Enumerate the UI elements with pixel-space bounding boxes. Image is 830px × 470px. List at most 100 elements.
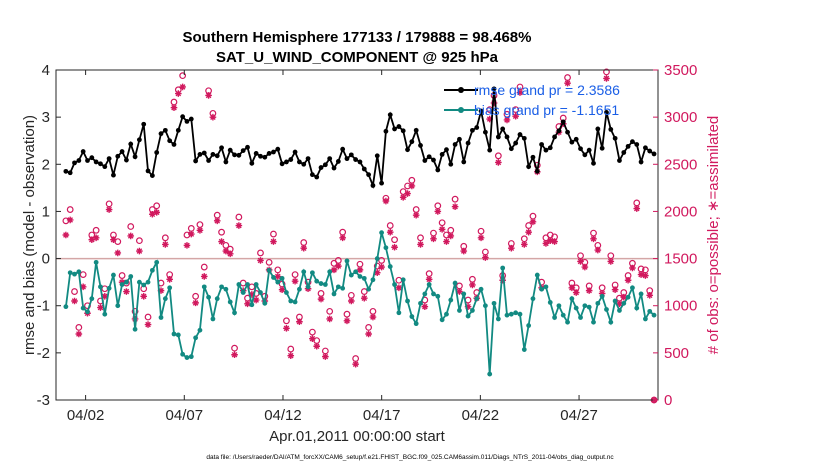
y-tick-label: 1 [42, 203, 50, 220]
bias-point [89, 296, 95, 302]
obs-assimilated-point [525, 228, 532, 236]
chart-title-line2: SAT_U_WIND_COMPONENT @ 925 hPa [216, 49, 499, 66]
obs-assimilated-point [127, 232, 135, 240]
rmse-point [210, 151, 216, 157]
bias-point [413, 321, 419, 327]
obs-assimilated-point [603, 75, 610, 82]
rmse-point [482, 129, 488, 135]
bias-point [621, 300, 627, 306]
rmse-point [504, 134, 510, 140]
bias-point [85, 309, 90, 315]
obs-possible-point [287, 345, 295, 353]
plot-frame [55, 69, 659, 401]
rmse-point [292, 149, 298, 155]
rmse-point [63, 168, 69, 174]
rmse-point [478, 108, 484, 114]
obs-assimilated-point [213, 217, 221, 225]
rmse-point [513, 140, 519, 146]
bias-point [595, 300, 601, 306]
rmse-point [119, 149, 125, 154]
legend-rmse-label: rmse grand pr = 2.3586 [474, 82, 620, 98]
obs-possible-point [365, 324, 373, 331]
y2-tick-label: 3000 [664, 109, 697, 126]
obs-possible-point [118, 272, 126, 279]
rmse-point [500, 126, 506, 132]
rmse-point [465, 140, 471, 146]
bias-point [526, 323, 532, 328]
obs-assimilated-point [322, 353, 329, 360]
rmse-point [617, 158, 622, 163]
rmse-point [279, 161, 285, 167]
rmse-point [634, 142, 640, 147]
obs-possible-point [378, 257, 385, 264]
obs-assimilated-point [378, 263, 385, 271]
obs-assimilated-point [291, 277, 299, 285]
obs-assimilated-point [503, 116, 511, 124]
obs-assimilated-point [123, 288, 130, 295]
bias-point [534, 272, 540, 278]
obs-assimilated-point [153, 209, 160, 216]
bias-point [236, 282, 242, 287]
rmse-point [426, 154, 432, 160]
rmse-point [638, 159, 644, 165]
bias-point [418, 300, 423, 306]
obs-possible-point [257, 249, 264, 257]
obs-assimilated-point [356, 266, 364, 274]
obs-assimilated-point [360, 294, 368, 302]
bias-point [232, 310, 237, 316]
rmse-point [136, 137, 142, 143]
rmse-point [266, 151, 272, 156]
obs-assimilated-point [529, 218, 537, 226]
bias-point [474, 296, 480, 302]
bias-point [141, 282, 147, 288]
obs-assimilated-point [348, 297, 355, 305]
rmse-point [335, 159, 341, 164]
obs-possible-point [235, 213, 243, 221]
obs-assimilated-point [572, 289, 580, 296]
x-tick-label: 04/12 [264, 407, 302, 424]
bias-point [210, 316, 216, 322]
y-tick-label: -2 [37, 345, 50, 362]
bias-point [262, 300, 268, 306]
rmse-point [89, 155, 95, 161]
bias-point [331, 291, 337, 297]
y-tick-label: -3 [37, 392, 50, 409]
rmse-point [530, 154, 536, 160]
obs-possible-point [79, 271, 87, 279]
rmse-point [435, 167, 441, 173]
bias-point [76, 269, 82, 275]
bias-point [249, 302, 255, 308]
rmse-point [201, 150, 207, 156]
bias-point [292, 299, 298, 305]
obs-assimilated-point [399, 193, 407, 201]
bias-point [495, 316, 501, 322]
bias-point [396, 310, 402, 316]
obs-assimilated-point [438, 226, 446, 233]
rmse-point [297, 159, 302, 165]
x-axis-label: Apr.01,2011 00:00:00 start [269, 428, 446, 445]
rmse-point [327, 156, 333, 162]
rmse-point [630, 139, 635, 145]
rmse-point [245, 144, 250, 150]
chart-title-line1: Southern Hemisphere 177133 / 179888 = 98… [183, 29, 532, 46]
bias-point [158, 315, 164, 320]
obs-possible-point [161, 234, 169, 242]
obs-assimilated-point [546, 237, 554, 244]
y-tick-label: 0 [42, 251, 50, 268]
obs-assimilated-point [205, 92, 212, 99]
rmse-point [184, 118, 190, 124]
bias-point [145, 279, 151, 285]
bias-point [530, 296, 536, 302]
bias-point [227, 299, 233, 305]
bias-point [461, 291, 467, 297]
obs-assimilated-point [226, 250, 234, 258]
obs-assimilated-point [309, 335, 316, 343]
obs-possible-point [326, 307, 334, 315]
bias-point [279, 275, 285, 281]
bias-point [214, 296, 220, 302]
bias-point [98, 284, 103, 290]
obs-assimilated-point [391, 243, 398, 251]
bias-point [409, 314, 415, 319]
rmse-point [569, 139, 575, 145]
rmse-point [461, 159, 467, 165]
